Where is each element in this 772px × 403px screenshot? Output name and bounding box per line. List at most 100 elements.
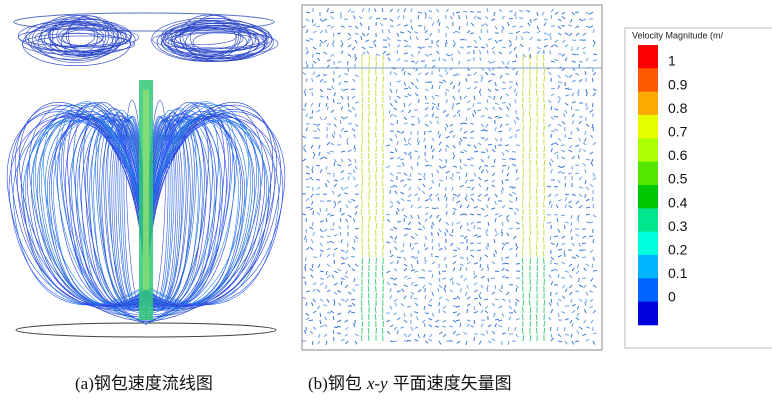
velocity-vector [544, 300, 545, 306]
velocity-vector [320, 320, 321, 324]
velocity-vector [544, 328, 545, 334]
velocity-vector [505, 145, 509, 146]
velocity-vector [536, 83, 537, 89]
velocity-vector [446, 176, 447, 180]
legend-tick-label: 0.8 [668, 100, 688, 116]
velocity-vector [435, 256, 439, 257]
velocity-vector [320, 43, 321, 47]
velocity-vector [421, 47, 425, 48]
velocity-vector [551, 88, 555, 89]
figure: Velocity Magnitude (m/ 10.90.80.70.60.50… [0, 0, 772, 403]
velocity-vector [309, 320, 313, 321]
velocity-vector [467, 22, 468, 26]
velocity-vector [439, 183, 440, 187]
velocity-vector [522, 104, 523, 110]
velocity-vector [523, 167, 524, 173]
velocity-vector [397, 257, 401, 258]
velocity-vector [397, 50, 398, 54]
velocity-vector [470, 250, 474, 251]
velocity-vector [537, 230, 538, 236]
velocity-vector [488, 278, 489, 282]
velocity-vector [375, 230, 376, 236]
velocity-vector [575, 12, 579, 13]
velocity-vector [487, 264, 488, 268]
legend: Velocity Magnitude (m/ 10.90.80.70.60.50… [625, 28, 772, 348]
velocity-vector [302, 109, 306, 110]
velocity-vector [509, 18, 513, 19]
caption-text: 平面速度矢量图 [393, 374, 512, 393]
velocity-vector [557, 327, 558, 331]
velocity-vector [306, 207, 310, 208]
velocity-vector [516, 145, 520, 146]
velocity-vector [456, 320, 460, 321]
velocity-vector [376, 118, 377, 124]
velocity-vector [592, 78, 593, 82]
velocity-vector [554, 236, 558, 237]
velocity-vector [537, 118, 538, 124]
velocity-vector [333, 33, 334, 37]
velocity-vector [470, 123, 474, 124]
caption-label: (b)钢包 [308, 374, 362, 393]
velocity-vector [347, 243, 348, 247]
velocity-vector [368, 26, 369, 30]
velocity-vector [522, 188, 523, 194]
velocity-vector [425, 207, 429, 208]
legend-tick-label: 0.4 [668, 194, 688, 210]
velocity-vector [487, 50, 488, 54]
velocity-vector [530, 195, 531, 201]
velocity-vector [362, 244, 363, 250]
velocity-vector [368, 153, 369, 159]
velocity-vector [361, 209, 362, 215]
velocity-vector [375, 97, 376, 103]
velocity-vector [516, 243, 517, 247]
velocity-vector [404, 88, 408, 89]
velocity-vector [537, 258, 538, 264]
velocity-vector [334, 260, 335, 264]
velocity-vector [592, 103, 593, 107]
legend-tick-label: 0.9 [668, 76, 688, 92]
velocity-vector [362, 251, 363, 257]
velocity-vector [529, 153, 530, 159]
velocity-vector [543, 55, 544, 61]
velocity-vector [376, 181, 377, 187]
velocity-vector [481, 29, 482, 33]
velocity-vector [522, 216, 523, 222]
velocity-vector [424, 131, 425, 135]
velocity-vector [544, 76, 545, 82]
velocity-vector [488, 144, 492, 145]
velocity-vector [382, 272, 383, 278]
color-swatch [638, 255, 658, 279]
image-bg [302, 5, 602, 350]
velocity-vector [411, 116, 415, 117]
color-swatch [638, 232, 658, 256]
velocity-vector [312, 222, 313, 226]
velocity-vector [362, 83, 363, 89]
velocity-vector [488, 267, 489, 271]
velocity-vector [383, 216, 384, 222]
velocity-vector [348, 26, 352, 27]
caption-variable: x-y [366, 374, 388, 393]
velocity-vector [456, 172, 460, 173]
velocity-vector [582, 278, 586, 279]
velocity-vector [362, 104, 363, 110]
velocity-vector [502, 102, 506, 103]
legend-tick-label: 0.2 [668, 242, 688, 258]
velocity-vector [544, 216, 545, 222]
velocity-vector [334, 327, 338, 328]
velocity-vector [369, 258, 370, 264]
velocity-vector [564, 327, 565, 331]
color-swatch [638, 162, 658, 186]
velocity-vector [334, 162, 335, 166]
velocity-vector [344, 131, 348, 132]
velocity-vector [397, 221, 401, 222]
velocity-vector [505, 277, 509, 278]
velocity-vector [333, 40, 334, 44]
velocity-vector [351, 89, 355, 90]
velocity-vector [362, 139, 363, 145]
velocity-vector [312, 341, 313, 345]
velocity-vector [410, 36, 411, 40]
velocity-vector [564, 127, 565, 131]
velocity-vector [593, 239, 594, 243]
velocity-vector [361, 300, 362, 306]
velocity-vector [523, 300, 524, 306]
